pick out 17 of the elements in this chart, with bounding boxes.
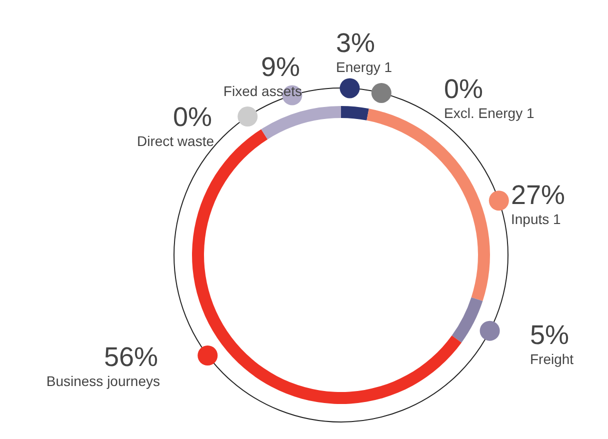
slice-label: Freight bbox=[530, 351, 574, 367]
category-label: Direct waste bbox=[136, 133, 214, 149]
legend-label: Inputs 1 bbox=[511, 211, 562, 227]
donut-slice bbox=[341, 106, 369, 120]
text: 0% bbox=[172, 102, 212, 132]
slice-label: Energy 1 bbox=[336, 59, 392, 75]
slice-label: Fixed assets bbox=[223, 83, 302, 99]
slice-label: Business journeys bbox=[46, 373, 160, 389]
data-label: 3% bbox=[336, 28, 376, 58]
donut-slice bbox=[261, 106, 341, 140]
data-label: 5% bbox=[530, 320, 570, 350]
category-label: Excl. Energy 1 bbox=[444, 105, 534, 121]
donut-slice bbox=[452, 297, 483, 343]
data-label: 56% bbox=[104, 342, 158, 372]
data-label: 27% bbox=[511, 180, 566, 210]
data-label: 9% bbox=[260, 52, 300, 82]
text: 0% bbox=[444, 74, 484, 104]
